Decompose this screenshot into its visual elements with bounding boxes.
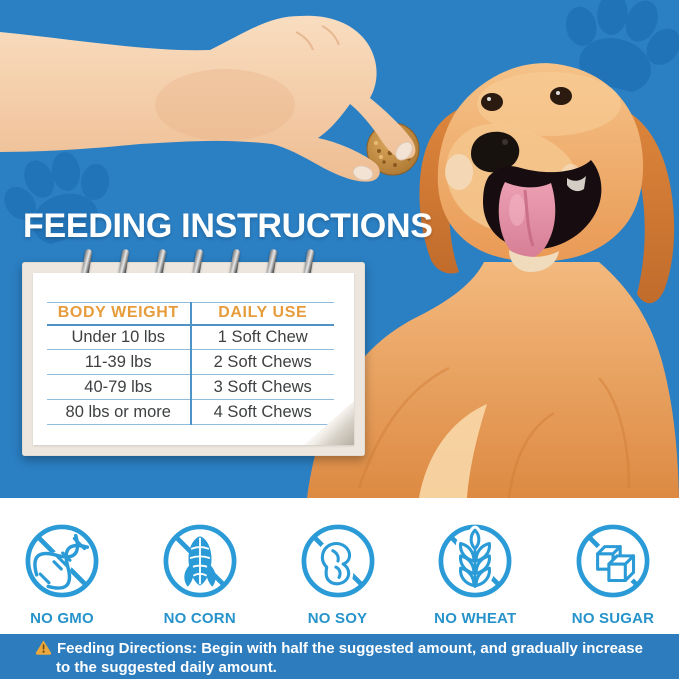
feeding-table-card: BODY WEIGHT DAILY USE Under 10 lbs 1 Sof… [22,248,365,456]
badge-label: NO SOY [307,610,368,627]
badge-row: NO GMO NO CORN NO SOY [6,522,669,627]
daily-use-cell: 2 Soft Chews [189,349,334,375]
badge-label: NO CORN [163,610,236,627]
golden-retriever-photo [307,63,679,498]
column-header-daily-use: DAILY USE [189,302,334,326]
no-corn-icon [163,524,237,598]
hand-pinching-soft-chew-photo [0,15,420,182]
body-weight-cell: 80 lbs or more [47,399,191,425]
badge-label: NO WHEAT [434,610,517,627]
table-row: 11-39 lbs 2 Soft Chews [47,349,334,375]
warning-triangle-icon [35,640,52,655]
page-title: FEEDING INSTRUCTIONS [23,207,433,245]
no-soy-icon [301,524,374,598]
body-weight-cell: 40-79 lbs [47,374,191,400]
daily-use-cell: 3 Soft Chews [189,374,334,400]
body-weight-cell: Under 10 lbs [71,327,166,346]
badge-no-wheat: NO WHEAT [419,522,531,627]
column-header-body-weight: BODY WEIGHT [47,302,191,326]
badge-label: NO SUGAR [571,610,655,627]
feeding-directions-footer: Feeding Directions: Begin with half the … [0,634,679,679]
feeding-table: BODY WEIGHT DAILY USE Under 10 lbs 1 Sof… [47,302,334,425]
badge-no-sugar: NO SUGAR [557,522,669,627]
daily-use-cell: 4 Soft Chews [189,399,334,425]
footer-label: Feeding Directions: [57,640,198,657]
badge-no-soy: NO SOY [282,522,394,627]
table-row: 80 lbs or more 4 Soft Chews [47,399,334,425]
no-gmo-dna-icon [23,522,101,600]
table-row: 40-79 lbs 3 Soft Chews [47,374,334,400]
badge-band: NO GMO NO CORN NO SOY [0,498,679,634]
no-sugar-cubes-icon [576,524,650,598]
body-weight-cell: 11-39 lbs [47,349,191,375]
no-wheat-icon [438,524,512,598]
footer-text: Begin with half the suggested amount, an… [56,640,643,676]
badge-no-gmo: NO GMO [6,522,118,627]
notepad-page: BODY WEIGHT DAILY USE Under 10 lbs 1 Sof… [33,273,354,445]
badge-no-corn: NO CORN [144,522,256,627]
daily-use-cell: 1 Soft Chew [189,324,334,350]
badge-label: NO GMO [30,610,94,627]
table-row: Under 10 lbs 1 Soft Chew [47,324,334,350]
